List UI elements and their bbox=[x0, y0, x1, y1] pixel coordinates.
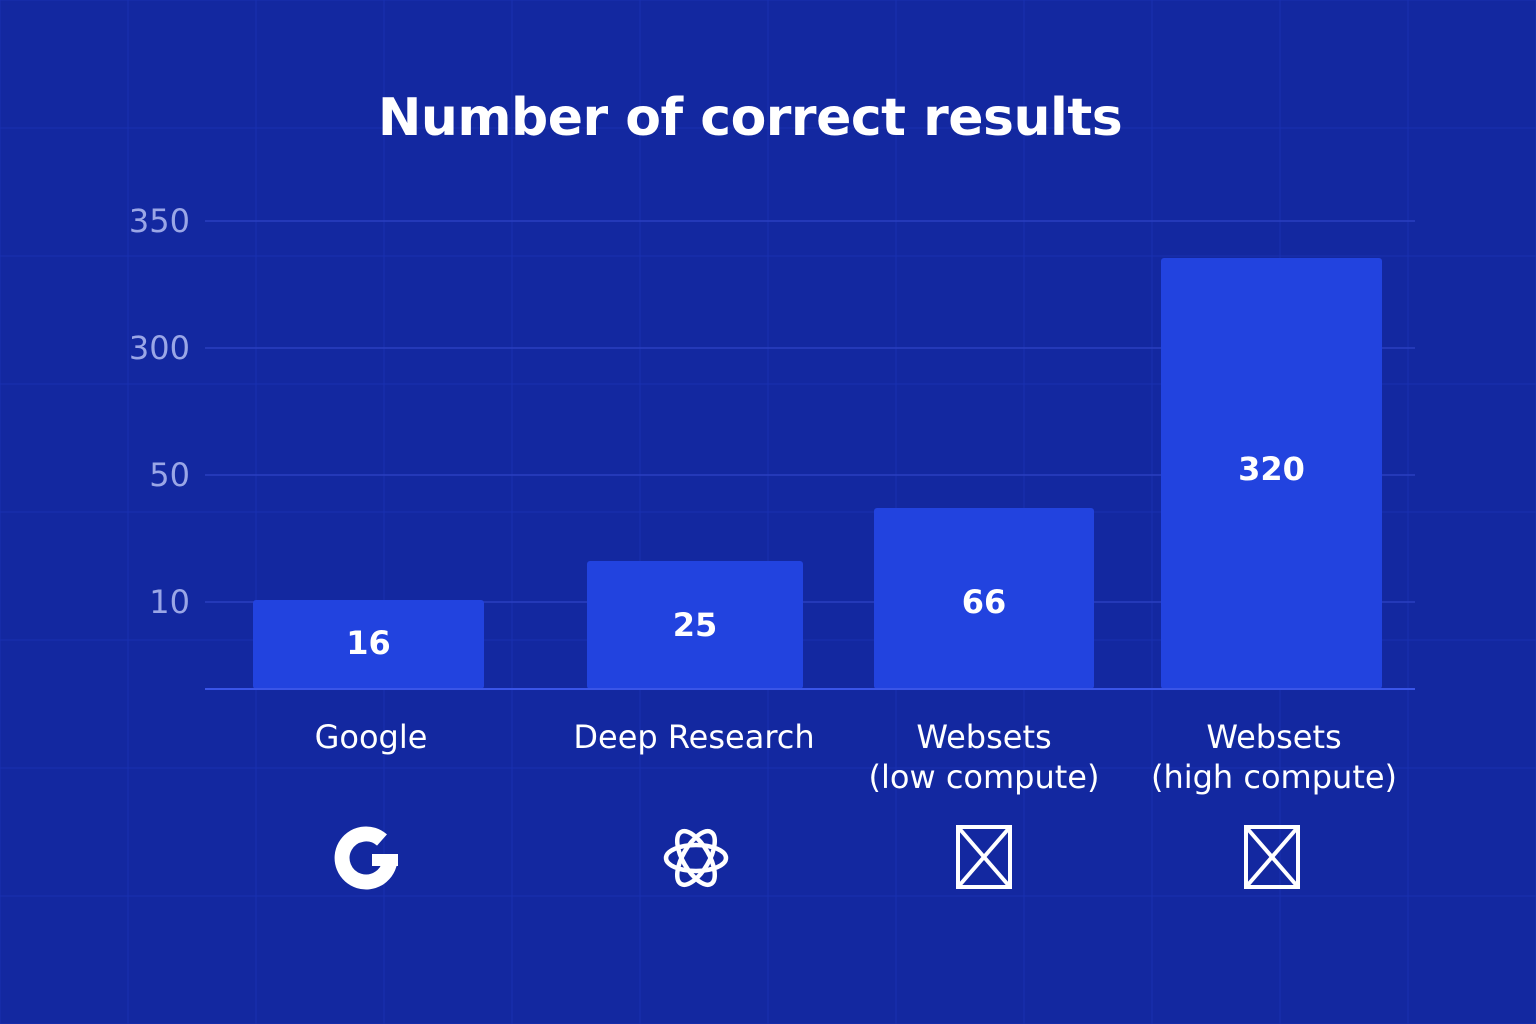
bar-value-label: 25 bbox=[673, 606, 718, 644]
x-category-label: (high compute) bbox=[1151, 758, 1397, 796]
x-category-label: Websets bbox=[1206, 718, 1341, 756]
google-icon bbox=[334, 826, 398, 890]
bar bbox=[874, 508, 1094, 689]
y-tick-label: 300 bbox=[129, 329, 190, 367]
openai-icon bbox=[663, 828, 729, 888]
x-category-label: Google bbox=[315, 718, 428, 756]
chart-title: Number of correct results bbox=[377, 88, 1123, 148]
bar-value-label: 320 bbox=[1238, 450, 1305, 488]
x-category-label: Websets bbox=[916, 718, 1051, 756]
y-tick-label: 350 bbox=[129, 202, 190, 240]
bar bbox=[253, 600, 484, 689]
websets-icon bbox=[956, 825, 1012, 889]
y-tick-label: 50 bbox=[149, 456, 190, 494]
y-tick-label: 10 bbox=[149, 583, 190, 621]
bar bbox=[587, 561, 803, 689]
bar-value-label: 66 bbox=[962, 583, 1007, 621]
x-category-label: Deep Research bbox=[573, 718, 814, 756]
websets-icon bbox=[1244, 825, 1300, 889]
bar bbox=[1161, 258, 1382, 689]
x-category-label: (low compute) bbox=[869, 758, 1100, 796]
bar-value-label: 16 bbox=[346, 624, 391, 662]
